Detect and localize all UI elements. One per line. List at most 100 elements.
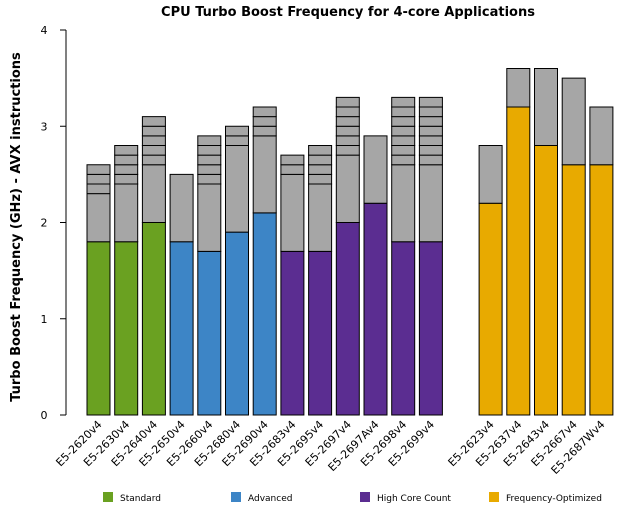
legend-swatch xyxy=(103,492,113,502)
bar-turbo-segment xyxy=(141,154,166,166)
bar-turbo-segment xyxy=(141,145,166,156)
bar-turbo-segment xyxy=(418,125,443,137)
bar-base xyxy=(478,202,503,416)
bar-turbo-segment xyxy=(308,173,333,185)
bar-base xyxy=(589,164,614,416)
bar-turbo-segment xyxy=(335,135,360,146)
bar-turbo-segment xyxy=(197,154,222,166)
legend-label: Frequency-Optimized xyxy=(506,494,602,504)
bar-turbo-segment xyxy=(589,106,614,166)
bar-turbo-segment xyxy=(114,164,139,175)
bar-turbo-segment xyxy=(391,106,416,118)
bar-base xyxy=(308,250,333,416)
bar-turbo-segment xyxy=(197,145,222,156)
legend-swatch xyxy=(489,492,499,502)
bar-turbo-segment xyxy=(197,183,222,252)
bar-turbo-segment xyxy=(308,164,333,175)
legend-swatch xyxy=(360,492,370,502)
bar-turbo-segment xyxy=(534,68,558,146)
bar-turbo-segment xyxy=(308,154,333,166)
y-tick-label: 1 xyxy=(41,313,48,326)
bar-turbo-segment xyxy=(363,135,388,204)
bar-turbo-segment xyxy=(418,96,443,108)
chart-title: CPU Turbo Boost Frequency for 4-core App… xyxy=(161,5,535,20)
legend-swatch xyxy=(231,492,241,502)
bar-turbo-segment xyxy=(280,154,305,166)
bar-base xyxy=(225,231,249,416)
bar-base xyxy=(391,241,416,416)
bar-turbo-segment xyxy=(114,173,139,185)
bar-turbo-segment xyxy=(391,164,416,243)
bar-turbo-segment xyxy=(418,145,443,156)
bar-turbo-segment xyxy=(335,96,360,108)
bar-turbo-segment xyxy=(308,145,333,156)
y-tick-label: 0 xyxy=(41,409,48,422)
bar-base xyxy=(363,202,388,416)
bar-base xyxy=(169,241,194,416)
y-tick-label: 4 xyxy=(41,24,48,37)
bar-turbo-segment xyxy=(86,164,111,175)
bar-base xyxy=(86,241,111,416)
bar-turbo-segment xyxy=(335,106,360,118)
bar-turbo-segment xyxy=(280,173,305,252)
bar-turbo-segment xyxy=(86,193,111,243)
bar-turbo-segment xyxy=(169,173,194,243)
bar-base xyxy=(506,106,531,416)
y-axis-label: Turbo Boost Frequency (GHz) - AVX instru… xyxy=(9,52,24,402)
bar-turbo-segment xyxy=(561,77,586,166)
bar-turbo-segment xyxy=(308,183,333,252)
bar-base xyxy=(197,250,222,416)
bar-base xyxy=(114,241,139,416)
bar-turbo-segment xyxy=(114,154,139,166)
bar-turbo-segment xyxy=(391,154,416,166)
bar-turbo-segment xyxy=(391,125,416,137)
bar-base xyxy=(418,241,443,416)
bar-turbo-segment xyxy=(335,125,360,137)
legend-label: Standard xyxy=(120,494,161,504)
bar-turbo-segment xyxy=(391,145,416,156)
bar-turbo-segment xyxy=(252,116,277,127)
bar-base xyxy=(141,222,166,416)
bar-turbo-segment xyxy=(114,183,139,243)
bar-turbo-segment xyxy=(86,173,111,185)
bar-turbo-segment xyxy=(418,164,443,243)
bar-turbo-segment xyxy=(418,154,443,166)
bar-turbo-segment xyxy=(197,173,222,185)
bar-turbo-segment xyxy=(197,135,222,146)
bar-base xyxy=(335,222,360,416)
bar-base xyxy=(534,145,558,416)
bar-base xyxy=(561,164,586,416)
bar-turbo-segment xyxy=(391,135,416,146)
bar-turbo-segment xyxy=(418,135,443,146)
legend-label: Advanced xyxy=(248,494,292,504)
bar-base xyxy=(252,212,277,416)
bar-turbo-segment xyxy=(141,164,166,223)
bar-turbo-segment xyxy=(141,116,166,127)
bar-turbo-segment xyxy=(252,135,277,214)
bar-turbo-segment xyxy=(225,135,249,146)
legend-label: High Core Count xyxy=(377,494,451,504)
bar-turbo-segment xyxy=(114,145,139,156)
y-tick-label: 2 xyxy=(41,217,48,230)
bar-turbo-segment xyxy=(391,96,416,108)
y-tick-label: 3 xyxy=(41,120,48,133)
bar-turbo-segment xyxy=(225,145,249,233)
bar-turbo-segment xyxy=(335,116,360,127)
bar-turbo-segment xyxy=(478,145,503,204)
bar-turbo-segment xyxy=(141,125,166,137)
bar-turbo-segment xyxy=(197,164,222,175)
bar-turbo-segment xyxy=(252,125,277,137)
bar-turbo-segment xyxy=(86,183,111,195)
bar-turbo-segment xyxy=(280,164,305,175)
bar-base xyxy=(280,250,305,416)
bar-turbo-segment xyxy=(252,106,277,118)
bar-turbo-segment xyxy=(418,106,443,118)
bar-turbo-segment xyxy=(141,135,166,146)
bar-turbo-segment xyxy=(335,154,360,223)
bar-turbo-segment xyxy=(335,145,360,156)
bar-turbo-segment xyxy=(418,116,443,127)
bar-turbo-segment xyxy=(225,125,249,137)
bar-turbo-segment xyxy=(506,68,531,108)
bar-turbo-segment xyxy=(391,116,416,127)
